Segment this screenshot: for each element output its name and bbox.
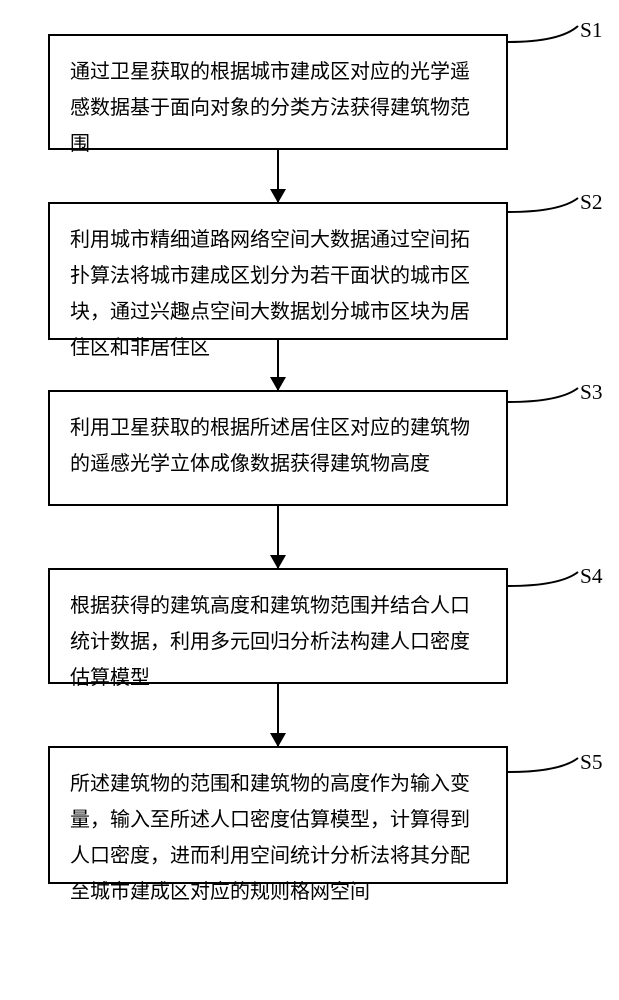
step-s4-text: 根据获得的建筑高度和建筑物范围并结合人口统计数据，利用多元回归分析法构建人口密度… bbox=[70, 588, 486, 696]
label-s1: S1 bbox=[580, 18, 603, 43]
label-s2: S2 bbox=[580, 190, 603, 215]
step-s5: 所述建筑物的范围和建筑物的高度作为输入变量，输入至所述人口密度估算模型，计算得到… bbox=[48, 746, 508, 884]
arrow-s4-s5 bbox=[277, 684, 279, 746]
step-s3: 利用卫星获取的根据所述居住区对应的建筑物的遥感光学立体成像数据获得建筑物高度 bbox=[48, 390, 508, 506]
label-s4: S4 bbox=[580, 564, 603, 589]
step-s4: 根据获得的建筑高度和建筑物范围并结合人口统计数据，利用多元回归分析法构建人口密度… bbox=[48, 568, 508, 684]
step-s2: 利用城市精细道路网络空间大数据通过空间拓扑算法将城市建成区划分为若干面状的城市区… bbox=[48, 202, 508, 340]
arrow-s3-s4 bbox=[277, 506, 279, 568]
arrow-s2-s3 bbox=[277, 340, 279, 390]
step-s1-text: 通过卫星获取的根据城市建成区对应的光学遥感数据基于面向对象的分类方法获得建筑物范… bbox=[70, 54, 486, 162]
label-s3: S3 bbox=[580, 380, 603, 405]
arrow-s1-s2 bbox=[277, 150, 279, 202]
flowchart: 通过卫星获取的根据城市建成区对应的光学遥感数据基于面向对象的分类方法获得建筑物范… bbox=[48, 34, 508, 884]
step-s5-text: 所述建筑物的范围和建筑物的高度作为输入变量，输入至所述人口密度估算模型，计算得到… bbox=[70, 766, 486, 910]
step-s1: 通过卫星获取的根据城市建成区对应的光学遥感数据基于面向对象的分类方法获得建筑物范… bbox=[48, 34, 508, 150]
step-s3-text: 利用卫星获取的根据所述居住区对应的建筑物的遥感光学立体成像数据获得建筑物高度 bbox=[70, 410, 486, 482]
label-s5: S5 bbox=[580, 750, 603, 775]
